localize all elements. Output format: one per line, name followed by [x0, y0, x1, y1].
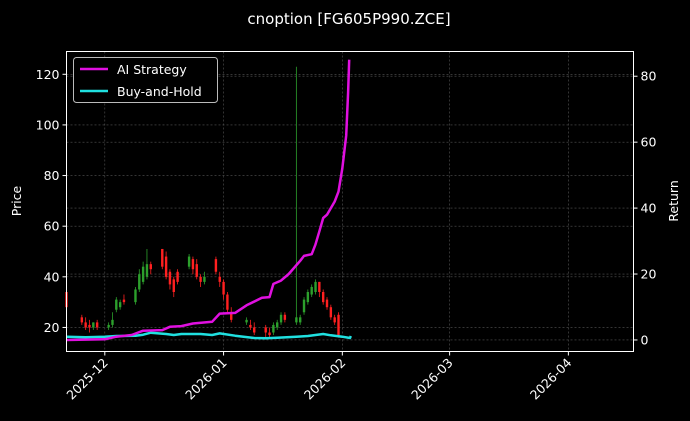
- chart-title: cnoption [FG605P990.ZCE]: [247, 10, 450, 28]
- candle: [80, 314, 84, 325]
- line-buy-and-hold: [66, 331, 352, 340]
- candle: [161, 248, 164, 270]
- y-right-tick-label: 60: [641, 135, 657, 150]
- candle: [122, 294, 126, 305]
- candle: [337, 312, 340, 338]
- candle: [218, 271, 221, 287]
- candle: [276, 319, 279, 330]
- candle: [164, 251, 168, 280]
- legend: AI Strategy Buy-and-Hold: [73, 57, 218, 103]
- candle: [321, 289, 325, 305]
- candle: [268, 327, 271, 338]
- y-left-tick-label: 100: [36, 117, 60, 132]
- y-right-tick-label: 80: [641, 69, 657, 84]
- y-axis-right-label: Return: [666, 180, 681, 221]
- plot-frame: [66, 51, 634, 352]
- candle: [325, 297, 329, 310]
- candle: [134, 286, 137, 305]
- y-right-tick-label: 20: [641, 267, 657, 282]
- legend-label-ai-strategy: AI Strategy: [117, 62, 187, 77]
- candle: [88, 319, 91, 333]
- candle: [145, 248, 149, 280]
- candle: [314, 279, 317, 295]
- y-right-tick-label: 0: [641, 332, 649, 347]
- grid-lines: [66, 51, 634, 352]
- y-left-tick-label: 40: [44, 269, 60, 284]
- candle: [298, 314, 302, 325]
- candle: [141, 261, 145, 285]
- candle: [329, 304, 333, 320]
- candle: [264, 324, 267, 338]
- y-axis-left: 20 40 60 80 100 120: [36, 67, 67, 335]
- candle: [283, 312, 287, 323]
- candle: [272, 322, 275, 336]
- candle: [187, 254, 191, 270]
- return-lines: [66, 59, 352, 342]
- y-right-tick-label: 40: [641, 201, 657, 216]
- candle: [214, 256, 218, 275]
- candle: [306, 289, 310, 305]
- candle: [199, 274, 202, 287]
- legend-box: [73, 57, 218, 103]
- candle: [333, 314, 336, 325]
- candle: [95, 319, 99, 330]
- candle: [230, 307, 233, 323]
- candle: [279, 312, 283, 325]
- candle: [149, 261, 152, 275]
- candle: [195, 259, 198, 280]
- candle: [111, 312, 114, 328]
- candle: [295, 66, 298, 325]
- y-axis-left-label: Price: [9, 185, 24, 216]
- y-left-tick-label: 120: [36, 67, 60, 82]
- candle: [191, 256, 195, 275]
- candle: [302, 297, 306, 315]
- candle: [168, 269, 172, 290]
- candle: [222, 279, 225, 300]
- candle: [318, 281, 321, 298]
- candle: [203, 271, 206, 285]
- candle: [310, 284, 313, 298]
- candle: [176, 269, 179, 285]
- legend-label-buy-and-hold: Buy-and-Hold: [117, 84, 202, 99]
- y-left-tick-label: 20: [44, 320, 60, 335]
- y-left-tick-label: 80: [44, 168, 60, 183]
- candle: [138, 269, 141, 293]
- candle: [118, 299, 122, 310]
- candle: [107, 322, 110, 330]
- y-left-tick-label: 60: [44, 219, 60, 234]
- candle: [172, 276, 175, 298]
- candle: [245, 317, 248, 325]
- y-axis-right: 0 20 40 60 80: [633, 69, 657, 347]
- candle: [84, 317, 87, 330]
- candle: [92, 322, 95, 330]
- line-ai-strategy: [66, 59, 351, 342]
- candle: [226, 292, 229, 313]
- candle: [115, 297, 118, 313]
- candle: [249, 319, 252, 330]
- candle: [253, 322, 256, 336]
